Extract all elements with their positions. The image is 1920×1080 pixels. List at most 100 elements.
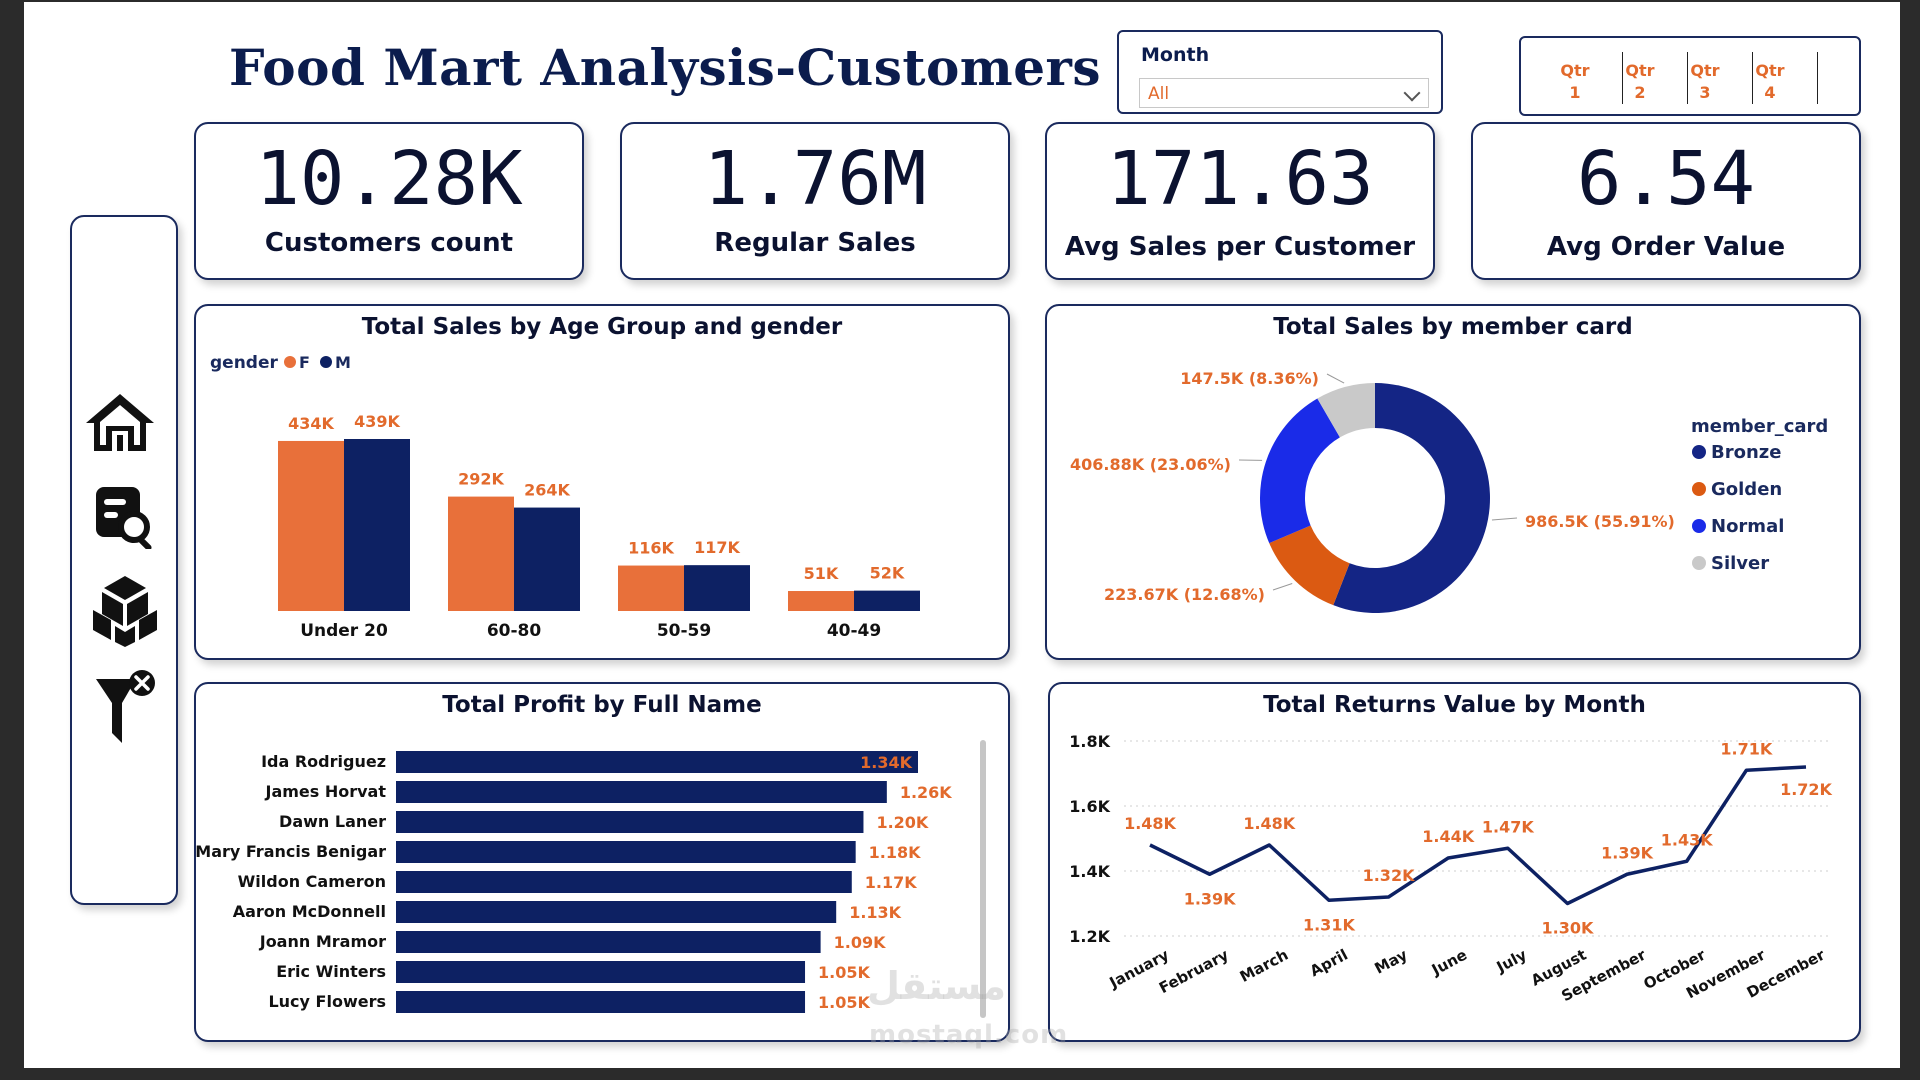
qtr-3-button[interactable]: Qtr 3 xyxy=(1690,61,1720,102)
bar-m-Under 20 xyxy=(344,439,410,611)
legend-marker-bronze xyxy=(1692,445,1706,459)
data-label: 1.71K xyxy=(1720,739,1772,758)
x-tick-label: July xyxy=(1493,946,1530,977)
watermark-subtext: mostaql.com xyxy=(869,1020,1069,1050)
y-tick-label: 1.8K xyxy=(1069,732,1110,751)
data-label: 1.31K xyxy=(1303,915,1355,934)
bar-eric-winters xyxy=(396,961,806,983)
kpi-value: 171.63 xyxy=(1106,136,1374,222)
data-label: 1.05K xyxy=(818,993,870,1012)
y-tick-label: Mary Francis Benigar xyxy=(196,842,386,861)
bar-dawn-laner xyxy=(396,811,864,833)
slice-label: 406.88K (23.06%) xyxy=(1070,455,1231,474)
chevron-down-icon[interactable] xyxy=(1403,84,1421,102)
data-label: 1.05K xyxy=(818,963,870,982)
clear-filter-icon[interactable] xyxy=(92,669,162,747)
qtr-1-button[interactable]: Qtr 1 xyxy=(1560,61,1590,102)
data-label: 292K xyxy=(458,470,504,489)
chart-card-age-gender: Total Sales by Age Group and gender gend… xyxy=(194,304,1010,660)
y-tick-label: Dawn Laner xyxy=(279,812,386,831)
chart-card-member-card: Total Sales by member card 986.5K (55.91… xyxy=(1045,304,1861,660)
chart-card-returns-by-month: Total Returns Value by Month 1.2K 1.4K 1.6… xyxy=(1048,682,1861,1042)
kpi-caption: Regular Sales xyxy=(714,228,916,258)
bar-mary-francis-benigar xyxy=(396,841,856,863)
kpi-caption: Avg Sales per Customer xyxy=(1064,232,1416,262)
bar-f-50-59 xyxy=(618,565,684,611)
kpi-caption: Customers count xyxy=(264,228,514,258)
divider xyxy=(1687,52,1688,104)
legend-marker-f xyxy=(284,356,296,368)
chart-card-profit-by-name: Total Profit by Full Name Ida Rodriguez 1… xyxy=(194,682,1010,1042)
data-label: 1.47K xyxy=(1482,817,1534,836)
slice-label: 147.5K (8.36%) xyxy=(1180,369,1319,388)
chart-title: Total Sales by Age Group and gender xyxy=(361,314,843,340)
donut-slice-normal xyxy=(1260,398,1340,544)
legend-label-m: M xyxy=(335,353,351,372)
kpi-avg-sales-per-customer: 171.63 Avg Sales per Customer xyxy=(1045,122,1435,280)
x-tick-label: March xyxy=(1237,946,1291,986)
boxes-icon[interactable] xyxy=(90,574,160,648)
kpi-avg-order-value: 6.54 Avg Order Value xyxy=(1471,122,1861,280)
slice-label: 986.5K (55.91%) xyxy=(1525,512,1675,531)
qtr-2-button[interactable]: Qtr 2 xyxy=(1625,61,1655,102)
data-label: 1.43K xyxy=(1661,830,1713,849)
divider xyxy=(1752,52,1753,104)
data-label: 1.26K xyxy=(900,783,952,802)
kpi-regular-sales: 1.76M Regular Sales xyxy=(620,122,1010,280)
data-label: 1.18K xyxy=(869,843,921,862)
y-tick-label: Aaron McDonnell xyxy=(233,902,386,921)
donut-slice-bronze xyxy=(1333,383,1490,613)
data-label: 1.39K xyxy=(1601,843,1653,862)
data-label: 51K xyxy=(804,564,839,583)
data-label: 117K xyxy=(694,538,740,557)
dashboard-canvas: Food Mart Analysis-Customers Month All Q… xyxy=(24,2,1900,1068)
data-label: 1.39K xyxy=(1184,889,1236,908)
month-dropdown[interactable]: All xyxy=(1139,78,1429,108)
x-tick-label: April xyxy=(1307,946,1351,981)
chart-title: Total Returns Value by Month xyxy=(1263,692,1646,718)
data-label: 439K xyxy=(354,412,400,431)
y-tick-label: Eric Winters xyxy=(276,962,386,981)
bar-james-horvat xyxy=(396,781,887,803)
data-label: 1.09K xyxy=(834,933,886,952)
y-tick-label: Lucy Flowers xyxy=(268,992,386,1011)
y-tick-label: James Horvat xyxy=(264,782,386,801)
member-card-donut-chart: 986.5K (55.91%) 223.67K (12.68%) 406.88K (… xyxy=(1070,369,1828,613)
legend-title: member_card xyxy=(1691,416,1828,437)
x-tick-label: 40-49 xyxy=(827,621,881,641)
month-dropdown-value: All xyxy=(1148,84,1170,104)
slice-label: 223.67K (12.68%) xyxy=(1104,585,1265,604)
bar-ida-rodriguez xyxy=(396,751,918,773)
bar-joann-mramor xyxy=(396,931,821,953)
data-label: 264K xyxy=(524,481,570,500)
home-icon[interactable] xyxy=(83,391,157,455)
leader-line xyxy=(1491,517,1518,521)
month-slicer[interactable]: Month All xyxy=(1117,30,1443,114)
kpi-customers-count: 10.28K Customers count xyxy=(194,122,584,280)
data-label: 1.32K xyxy=(1363,866,1415,885)
bar-wildon-cameron xyxy=(396,871,852,893)
x-tick-label: Under 20 xyxy=(300,621,388,641)
bar-f-40-49 xyxy=(788,591,854,611)
x-tick-label: 50-59 xyxy=(657,621,711,641)
leader-line xyxy=(1326,373,1345,384)
data-label: 1.34K xyxy=(860,753,912,772)
bar-lucy-flowers xyxy=(396,991,806,1013)
scrollbar xyxy=(980,740,986,1018)
report-search-icon[interactable] xyxy=(92,485,158,549)
data-label: 434K xyxy=(288,414,334,433)
y-tick-label: Wildon Cameron xyxy=(238,872,386,891)
data-label: 1.13K xyxy=(849,903,901,922)
x-tick-label: 60-80 xyxy=(487,621,542,641)
bar-aaron-mcdonnell xyxy=(396,901,837,923)
kpi-value: 6.54 xyxy=(1576,136,1756,222)
kpi-value: 10.28K xyxy=(255,136,523,222)
y-tick-label: Ida Rodriguez xyxy=(261,752,386,771)
qtr-4-button[interactable]: Qtr 4 xyxy=(1755,61,1785,102)
donut-slice-silver xyxy=(1317,383,1375,438)
watermark: مستقل xyxy=(867,964,1006,1008)
legend-label-silver: Silver xyxy=(1711,553,1769,574)
x-tick-label: May xyxy=(1372,946,1411,978)
data-label: 1.44K xyxy=(1422,827,1474,846)
bar-m-60-80 xyxy=(514,507,580,611)
